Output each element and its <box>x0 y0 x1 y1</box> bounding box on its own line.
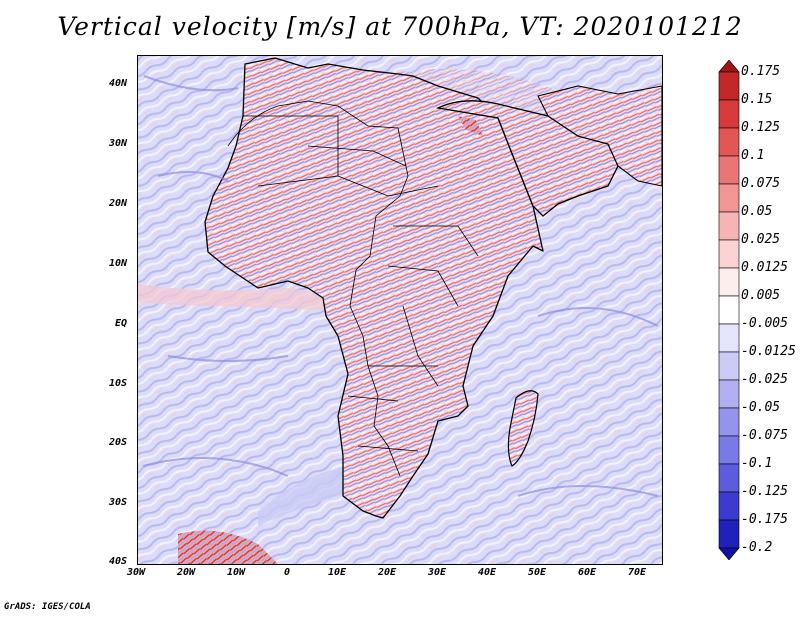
lon-tick-30w: 30W <box>127 567 146 578</box>
colorbar-label: -0.175 <box>741 512 788 527</box>
lat-tick-10s: 10S <box>109 378 128 389</box>
colorbar-swatch <box>718 463 740 493</box>
lat-tick-eq: EQ <box>115 318 128 329</box>
country-borders <box>227 100 409 477</box>
colorbar-label: -0.2 <box>741 540 773 555</box>
colorbar-label: 0.0125 <box>741 260 788 275</box>
colorbar-swatch <box>718 71 740 101</box>
colorbar-label: -0.025 <box>741 372 788 387</box>
colorbar-swatch <box>718 379 740 409</box>
colorbar-label: 0.005 <box>741 288 781 303</box>
colorbar-label: -0.125 <box>741 484 788 499</box>
africa-landmass <box>204 57 544 519</box>
colorbar-label: 0.1 <box>741 148 765 163</box>
colorbar-swatch <box>718 239 740 269</box>
madagascar-landmass <box>507 390 539 467</box>
ocean-streaks <box>142 75 659 497</box>
colorbar-label: 0.175 <box>741 64 781 79</box>
colorbar-label: 0.025 <box>741 232 781 247</box>
colorbar-swatch <box>718 323 740 353</box>
lat-tick-10n: 10N <box>109 258 128 269</box>
colorbar-label: -0.1 <box>741 456 773 471</box>
colorbar-swatch <box>718 435 740 465</box>
velocity-field-map <box>138 56 662 564</box>
interior-borders <box>243 115 479 452</box>
colorbar-swatch <box>718 127 740 157</box>
lat-tick-40n: 40N <box>109 78 128 89</box>
lat-tick-20n: 20N <box>109 198 128 209</box>
colorbar-swatch <box>718 183 740 213</box>
lon-tick-20w: 20W <box>177 567 196 578</box>
middle-east-landmass <box>537 85 662 187</box>
colorbar-label: 0.05 <box>741 204 773 219</box>
lat-tick-40s: 40S <box>109 556 128 567</box>
lon-tick-60e: 60E <box>578 567 597 578</box>
colorbar-swatch <box>718 211 740 241</box>
colorbar-label: 0.125 <box>741 120 781 135</box>
colorbar-label: 0.075 <box>741 176 781 191</box>
colorbar-label: -0.075 <box>741 428 788 443</box>
colorbar-swatch <box>718 155 740 185</box>
colorbar-label: -0.0125 <box>741 344 796 359</box>
colorbar-swatch <box>718 519 740 549</box>
lon-tick-20e: 20E <box>378 567 397 578</box>
lon-tick-70e: 70E <box>628 567 647 578</box>
colorbar-swatch <box>718 351 740 381</box>
itcz-band <box>138 284 348 312</box>
colorbar-swatch <box>718 60 740 73</box>
colorbar-swatch <box>718 547 740 560</box>
lon-tick-50e: 50E <box>528 567 547 578</box>
lat-tick-20s: 20S <box>109 437 128 448</box>
map-title: Vertical velocity [m/s] at 700hPa, VT: 2… <box>57 12 743 41</box>
southern-storm-band <box>178 530 278 564</box>
lon-tick-10e: 10E <box>328 567 347 578</box>
lon-tick-40e: 40E <box>478 567 497 578</box>
credit-text: GrADS: IGES/COLA <box>4 602 91 612</box>
lon-tick-10w: 10W <box>227 567 246 578</box>
lat-tick-30n: 30N <box>109 138 128 149</box>
colorbar-label: 0.15 <box>741 92 773 107</box>
lon-tick-0: 0 <box>284 567 291 578</box>
colorbar-label: -0.05 <box>741 400 781 415</box>
map-panel <box>137 55 663 565</box>
lon-tick-30e: 30E <box>428 567 447 578</box>
lat-tick-30s: 30S <box>109 497 128 508</box>
colorbar-swatch <box>718 491 740 521</box>
colorbar-swatch <box>718 295 740 325</box>
colorbar-swatch <box>718 407 740 437</box>
colorbar-swatch <box>718 99 740 129</box>
colorbar-label: -0.005 <box>741 316 788 331</box>
colorbar <box>718 60 740 560</box>
colorbar-swatch <box>718 267 740 297</box>
red-sea-signal <box>458 116 483 136</box>
